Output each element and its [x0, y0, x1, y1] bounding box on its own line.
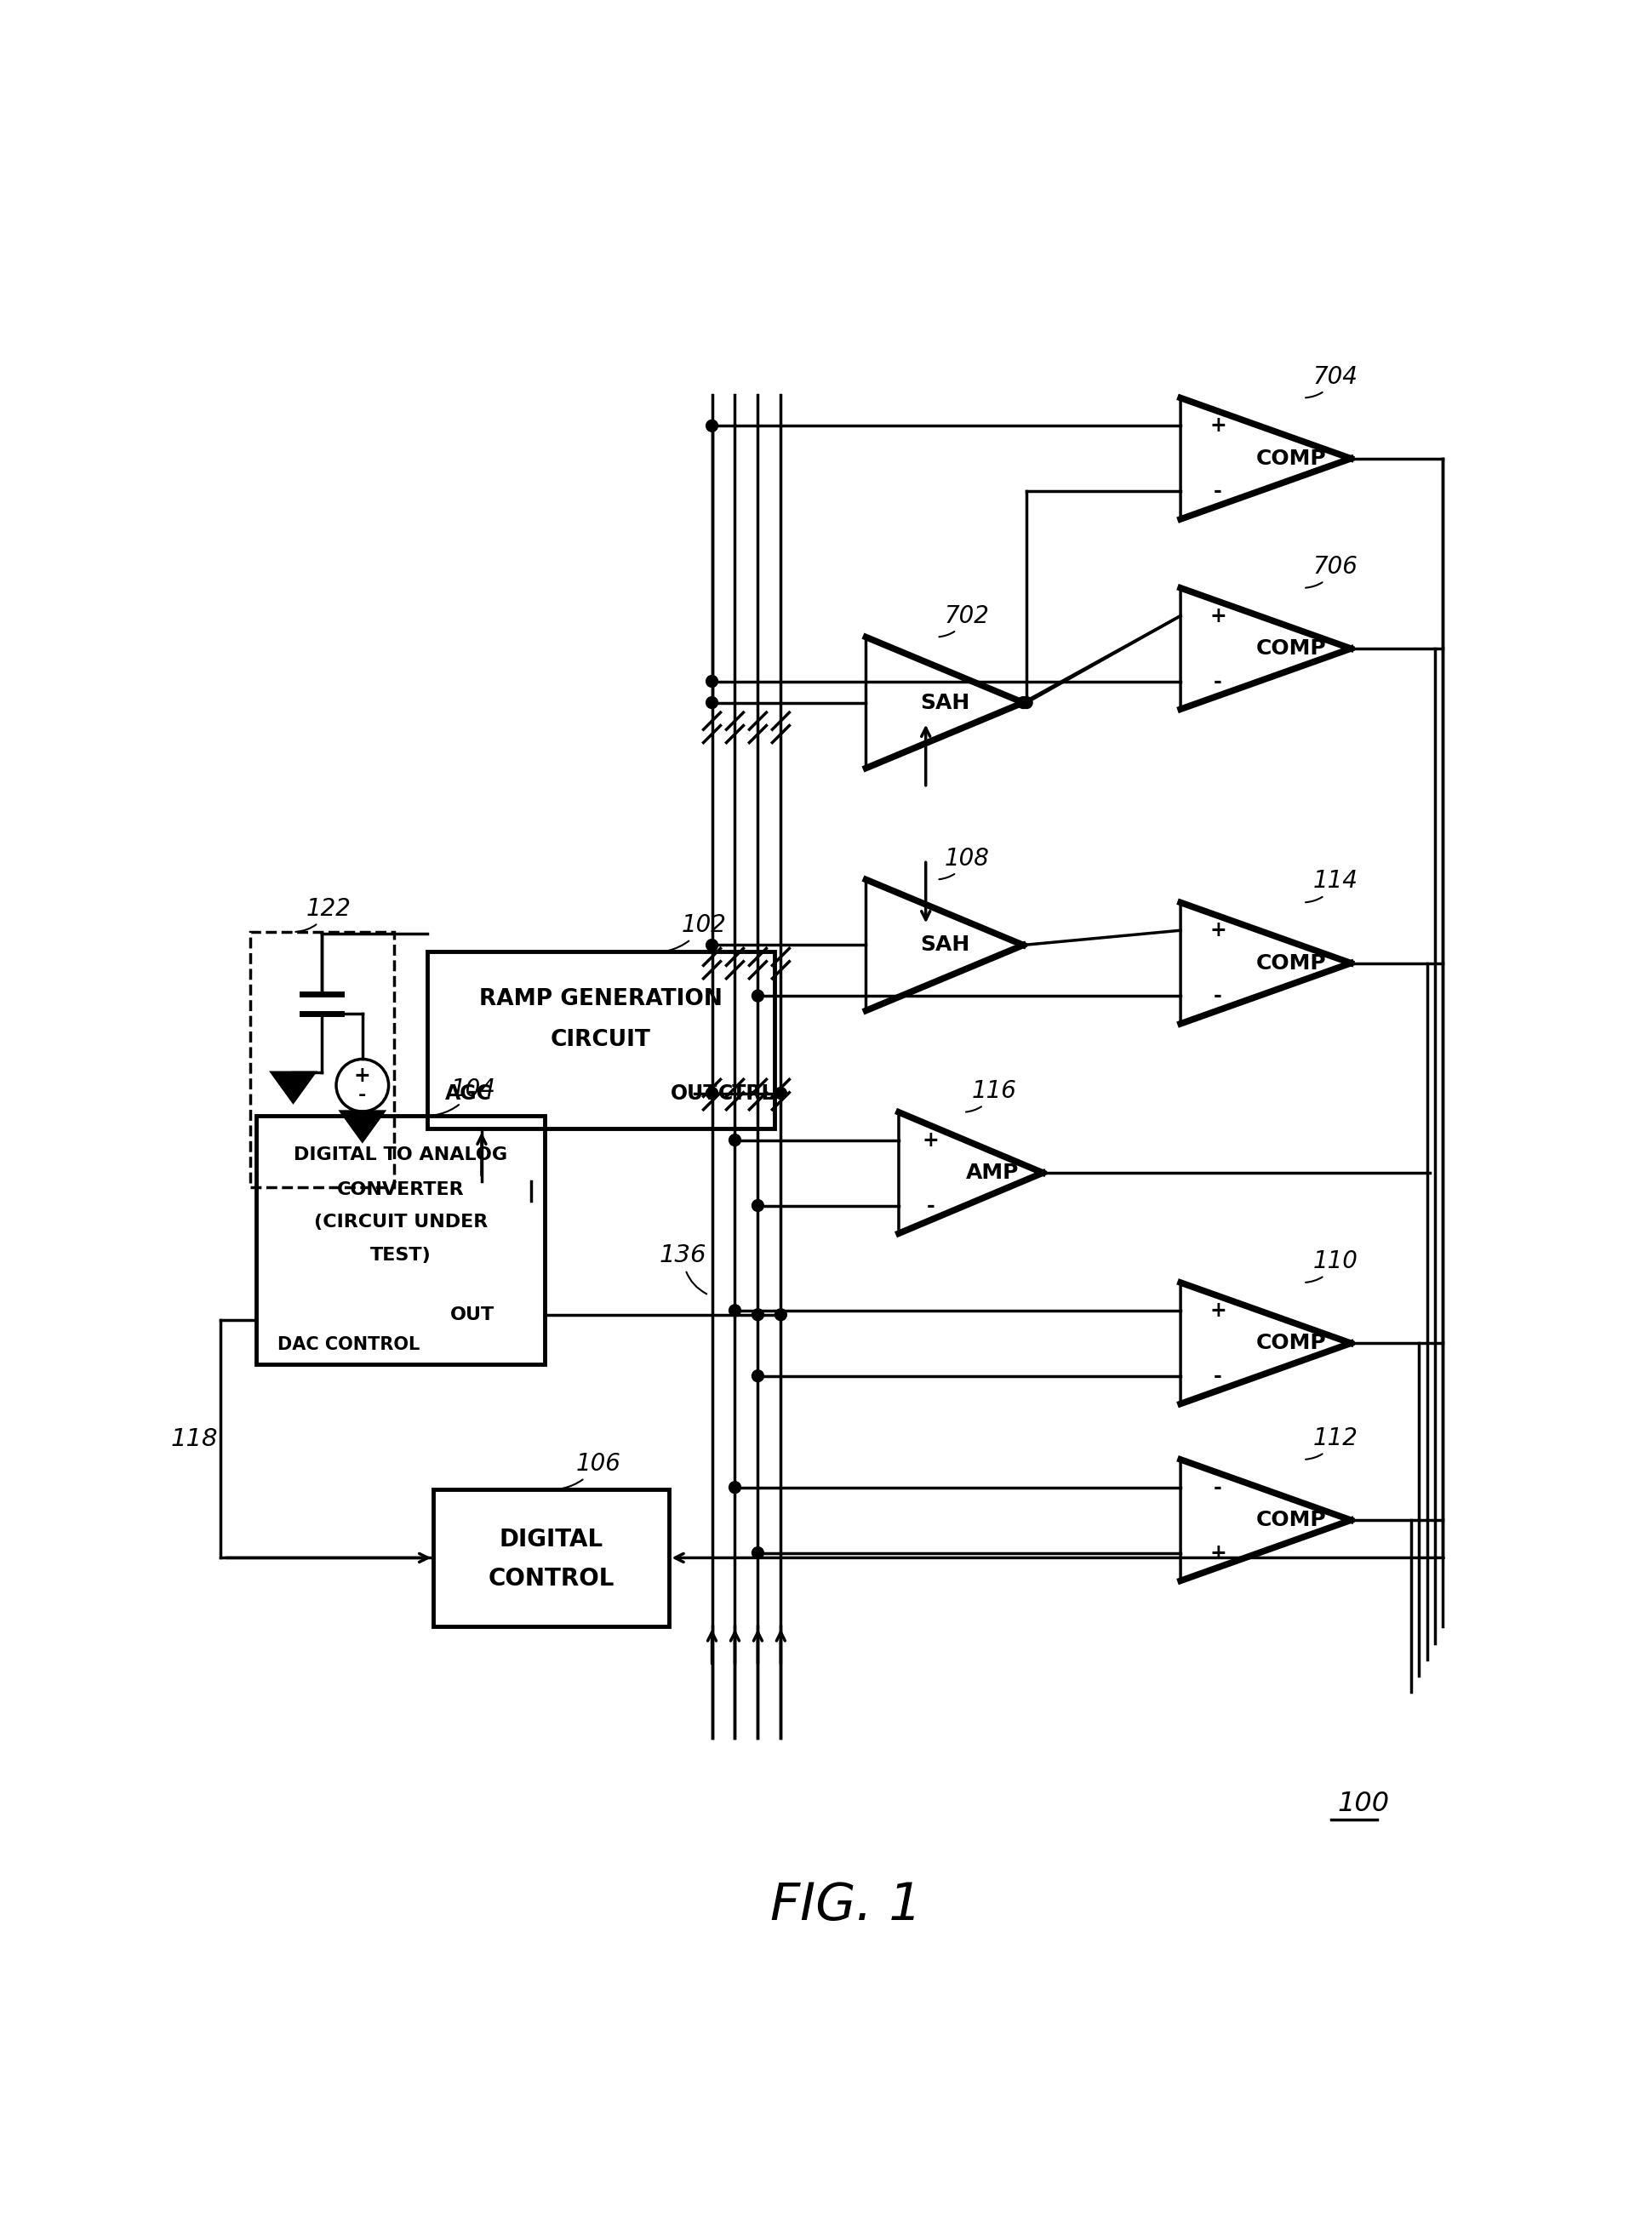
Text: DAC CONTROL: DAC CONTROL	[278, 1335, 420, 1353]
Text: OUT: OUT	[671, 1082, 719, 1104]
Text: 122: 122	[296, 896, 352, 932]
Text: +: +	[1209, 417, 1226, 437]
Text: +: +	[922, 1129, 938, 1151]
Text: 114: 114	[1305, 869, 1358, 903]
Text: DIGITAL TO ANALOG: DIGITAL TO ANALOG	[294, 1147, 507, 1165]
Text: RAMP GENERATION: RAMP GENERATION	[479, 988, 722, 1010]
Text: SAH: SAH	[920, 692, 970, 712]
Text: AGC: AGC	[446, 1082, 492, 1104]
Bar	[426, 952, 775, 1129]
Text: 706: 706	[1305, 556, 1358, 587]
Text: +: +	[1209, 921, 1226, 941]
Text: 136: 136	[659, 1243, 707, 1295]
Text: DIGITAL: DIGITAL	[499, 1528, 603, 1552]
Polygon shape	[273, 1073, 314, 1102]
Text: -: -	[1214, 986, 1222, 1006]
Text: -: -	[1214, 1476, 1222, 1499]
Text: -: -	[1214, 1366, 1222, 1387]
Text: 102: 102	[644, 914, 727, 952]
Circle shape	[705, 697, 719, 708]
Circle shape	[705, 419, 719, 432]
Text: CONTROL: CONTROL	[489, 1566, 615, 1590]
Text: 100: 100	[1338, 1790, 1389, 1817]
Circle shape	[705, 676, 719, 688]
Text: 104: 104	[418, 1077, 496, 1116]
Circle shape	[752, 1371, 763, 1382]
Text: 108: 108	[938, 847, 990, 880]
Text: COMP: COMP	[1256, 638, 1327, 659]
Circle shape	[705, 939, 719, 952]
Text: COMP: COMP	[1256, 448, 1327, 468]
Circle shape	[705, 1086, 719, 1100]
Text: COMP: COMP	[1256, 952, 1327, 974]
Circle shape	[775, 1086, 786, 1100]
Bar	[256, 1116, 545, 1364]
Text: COMP: COMP	[1256, 1333, 1327, 1353]
Text: 116: 116	[966, 1080, 1016, 1111]
Text: 704: 704	[1305, 365, 1358, 399]
Text: +: +	[1209, 1543, 1226, 1564]
Text: +: +	[354, 1066, 370, 1086]
Text: AMP: AMP	[966, 1163, 1019, 1183]
Text: +: +	[1209, 1299, 1226, 1322]
Text: -: -	[927, 1196, 935, 1216]
Circle shape	[752, 1308, 763, 1322]
Text: CTRL: CTRL	[719, 1082, 775, 1104]
Bar	[249, 932, 395, 1187]
Text: -: -	[1214, 482, 1222, 502]
Text: 118: 118	[170, 1427, 218, 1452]
Text: COMP: COMP	[1256, 1510, 1327, 1530]
Circle shape	[752, 990, 763, 1001]
Text: 110: 110	[1305, 1250, 1358, 1284]
Text: 112: 112	[1305, 1427, 1358, 1460]
Circle shape	[705, 1086, 719, 1100]
Text: -: -	[1214, 672, 1222, 692]
Text: OUT: OUT	[451, 1306, 496, 1324]
Circle shape	[775, 1308, 786, 1322]
Circle shape	[1021, 697, 1032, 708]
Text: 702: 702	[938, 605, 990, 636]
Text: CIRCUIT: CIRCUIT	[550, 1028, 651, 1051]
Circle shape	[729, 1304, 740, 1317]
Text: (CIRCUIT UNDER: (CIRCUIT UNDER	[314, 1214, 487, 1232]
Text: TEST): TEST)	[370, 1245, 431, 1263]
Polygon shape	[340, 1111, 383, 1140]
Circle shape	[729, 1481, 740, 1494]
Text: -: -	[358, 1086, 367, 1104]
Circle shape	[752, 1201, 763, 1212]
Circle shape	[752, 1548, 763, 1559]
Bar	[433, 1490, 669, 1626]
Text: 106: 106	[542, 1452, 621, 1490]
Text: SAH: SAH	[920, 934, 970, 954]
Text: CONVERTER: CONVERTER	[337, 1183, 464, 1198]
Text: FIG. 1: FIG. 1	[770, 1882, 922, 1931]
Text: +: +	[1209, 605, 1226, 625]
Circle shape	[1018, 697, 1029, 708]
Circle shape	[729, 1133, 740, 1147]
